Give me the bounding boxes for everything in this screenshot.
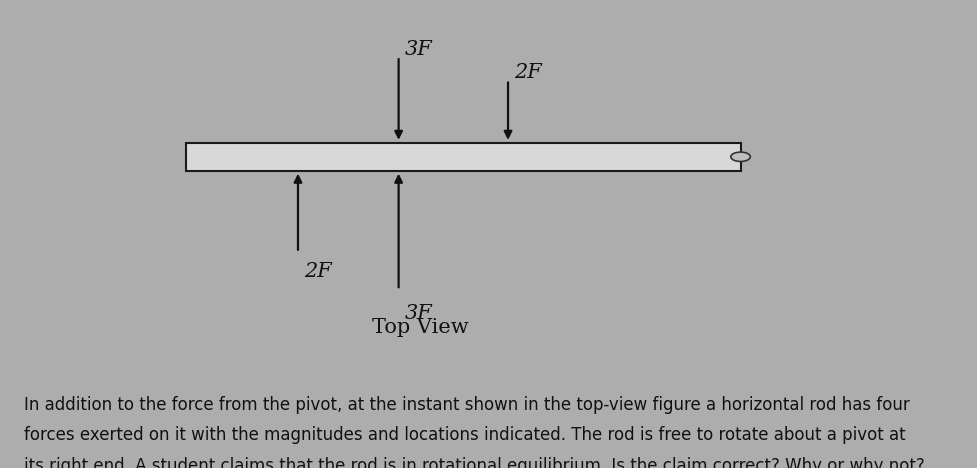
Text: Top View: Top View xyxy=(372,318,468,337)
Text: forces exerted on it with the magnitudes and locations indicated. The rod is fre: forces exerted on it with the magnitudes… xyxy=(24,426,906,444)
Text: 3F: 3F xyxy=(404,40,432,58)
Text: 2F: 2F xyxy=(304,262,331,281)
Text: 2F: 2F xyxy=(514,63,541,82)
Circle shape xyxy=(731,152,750,161)
Bar xyxy=(186,143,741,171)
Text: 3F: 3F xyxy=(404,304,432,323)
Text: its right end. A student claims that the rod is in rotational equilibrium. Is th: its right end. A student claims that the… xyxy=(24,457,925,468)
Text: In addition to the force from the pivot, at the instant shown in the top-view fi: In addition to the force from the pivot,… xyxy=(24,396,911,414)
